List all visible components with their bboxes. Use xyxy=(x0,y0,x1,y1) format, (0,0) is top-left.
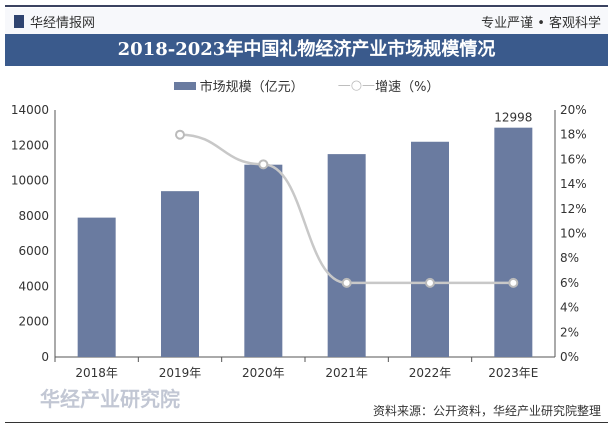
bar xyxy=(494,127,533,357)
bar xyxy=(244,164,283,357)
right-tick-label: 4% xyxy=(560,301,579,315)
brand: 华经情报网 xyxy=(14,12,95,31)
left-tick-label: 12000 xyxy=(11,138,49,152)
growth-line xyxy=(179,133,514,285)
chart-title: 2018-2023年中国礼物经济产业市场规模情况 xyxy=(5,34,608,66)
header-bar xyxy=(5,8,608,34)
left-tick-label: 6000 xyxy=(18,244,49,258)
bar xyxy=(327,154,366,357)
x-tick-label: 2019年 xyxy=(159,366,202,380)
right-tick-label: 16% xyxy=(560,152,587,166)
left-tick-label: 4000 xyxy=(18,279,49,293)
legend-line-label: 增速（%） xyxy=(375,80,440,95)
left-tick-label: 10000 xyxy=(11,174,49,188)
legend-line-swatch: —○— xyxy=(337,78,376,93)
bar xyxy=(411,141,449,357)
right-tick-label: 8% xyxy=(560,251,579,265)
right-tick-label: 0% xyxy=(560,350,579,364)
left-tick-label: 14000 xyxy=(11,103,49,117)
legend: 市场规模（亿元） —○—增速（%） xyxy=(0,76,613,95)
bar xyxy=(161,191,199,357)
source-note: 资料来源：公开资料，华经产业研究院整理 xyxy=(372,404,601,418)
right-tick-label: 20% xyxy=(560,103,587,117)
right-tick-label: 10% xyxy=(560,227,587,241)
left-tick-label: 2000 xyxy=(18,315,49,329)
logo-icon xyxy=(14,15,24,28)
right-tick-label: 12% xyxy=(560,202,587,216)
right-tick-label: 18% xyxy=(560,128,587,142)
growth-point xyxy=(258,159,269,170)
slogan: 专业严谨 • 客观科学 xyxy=(481,16,601,31)
x-tick-label: 2023年E xyxy=(488,366,538,380)
left-tick-label: 0 xyxy=(41,350,49,364)
x-tick-label: 2022年 xyxy=(409,366,452,380)
watermark: 华经产业研究院 xyxy=(40,387,180,411)
data-label: 12998 xyxy=(494,111,532,125)
bar xyxy=(77,217,116,357)
x-tick-label: 2020年 xyxy=(242,366,285,380)
legend-bar-swatch xyxy=(173,81,196,90)
x-tick-label: 2021年 xyxy=(325,366,368,380)
top-rule xyxy=(5,5,608,7)
x-tick-label: 2018年 xyxy=(75,366,118,380)
growth-point xyxy=(341,277,352,288)
growth-point xyxy=(175,129,185,140)
bottom-rule xyxy=(5,422,608,423)
brand-name: 华经情报网 xyxy=(30,16,96,31)
legend-bar-label: 市场规模（亿元） xyxy=(199,80,304,95)
right-tick-label: 6% xyxy=(560,276,579,290)
right-tick-label: 14% xyxy=(560,177,587,191)
left-tick-label: 8000 xyxy=(18,209,49,223)
growth-point xyxy=(508,277,519,288)
growth-point xyxy=(425,277,435,288)
right-tick-label: 2% xyxy=(560,325,579,339)
